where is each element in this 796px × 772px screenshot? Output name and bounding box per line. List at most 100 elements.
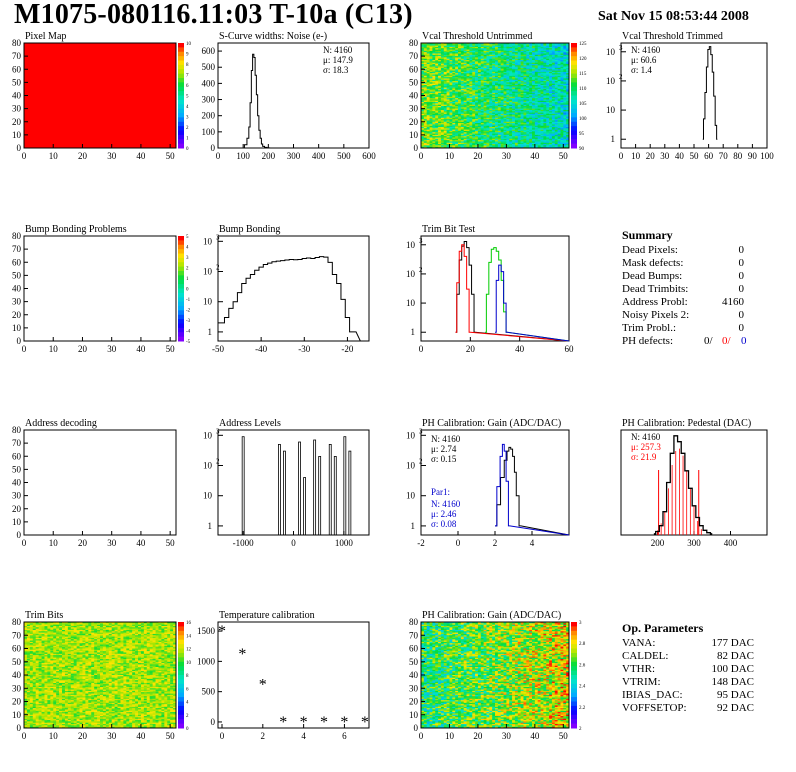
heatmap-cell xyxy=(458,60,462,62)
heatmap-cell xyxy=(449,69,453,71)
heatmap-cell xyxy=(520,43,524,45)
heatmap-cell xyxy=(438,75,442,78)
heatmap-cell xyxy=(506,116,510,119)
heatmap-cell xyxy=(509,111,513,113)
heatmap-cell xyxy=(480,62,484,65)
heatmap-cell xyxy=(469,71,473,74)
heatmap-cell xyxy=(523,64,527,66)
heatmap-cell xyxy=(111,624,115,627)
heatmap-cell xyxy=(489,65,493,67)
colorbar-segment xyxy=(178,143,184,149)
heatmap-cell xyxy=(543,60,547,62)
heatmap-cell xyxy=(503,94,507,96)
x-tick-label: -40 xyxy=(255,344,267,354)
heatmap-cell xyxy=(449,119,453,121)
heatmap-cell xyxy=(489,144,493,146)
heatmap-cell xyxy=(472,49,476,52)
heatmap-cell xyxy=(554,100,558,103)
heatmap-cell xyxy=(526,104,530,107)
heatmap-cell xyxy=(443,100,447,103)
heatmap-cell xyxy=(143,629,148,632)
heatmap-cell xyxy=(138,629,142,632)
heatmap-cell xyxy=(126,625,130,628)
heatmap-cell xyxy=(560,109,564,112)
heatmap-cell xyxy=(523,43,527,45)
heatmap-cell xyxy=(563,134,567,137)
heatmap-cell xyxy=(32,623,36,625)
heatmap-cell xyxy=(560,144,564,146)
heatmap-cell xyxy=(438,86,442,88)
heatmap-cell xyxy=(432,117,436,120)
heatmap-cell xyxy=(492,145,496,147)
colorbar-label: -3 xyxy=(186,319,191,324)
heatmap-cell xyxy=(458,109,462,112)
heatmap-cell xyxy=(520,91,524,94)
pedestal-histogram xyxy=(653,435,713,535)
heatmap-cell xyxy=(466,44,470,46)
heatmap-cell xyxy=(534,67,538,70)
heatmap-cell xyxy=(514,46,519,49)
heatmap-cell xyxy=(537,86,541,88)
heatmap-cell xyxy=(497,138,501,141)
heatmap-cell xyxy=(452,90,456,92)
heatmap-cell xyxy=(503,73,507,75)
heatmap-cell xyxy=(455,87,459,90)
ph-gain-stat: μ: 2.74 xyxy=(431,444,457,454)
colorbar-segment xyxy=(571,91,577,96)
heatmap-cell xyxy=(460,125,464,128)
heatmap-cell xyxy=(421,100,425,103)
x-tick-label: 40 xyxy=(136,538,146,548)
heatmap-cell xyxy=(537,123,541,125)
heatmap-cell xyxy=(497,88,501,91)
heatmap-cell xyxy=(455,98,459,100)
heatmap-cell xyxy=(423,92,427,95)
heatmap-cell xyxy=(520,142,524,145)
heatmap-cell xyxy=(140,628,145,631)
heatmap-cell xyxy=(532,119,536,121)
heatmap-cell xyxy=(41,624,45,627)
heatmap-cell xyxy=(512,56,516,58)
heatmap-cell xyxy=(489,62,493,65)
heatmap-cell xyxy=(85,631,89,633)
heatmap-cell xyxy=(546,83,550,86)
heatmap-cell xyxy=(59,625,63,628)
heatmap-cell xyxy=(486,54,490,57)
heatmap-cell xyxy=(500,91,504,94)
heatmap-cell xyxy=(517,78,521,81)
heatmap-cell xyxy=(173,627,177,629)
heatmap-cell xyxy=(53,624,57,627)
heatmap-cell xyxy=(546,45,550,48)
heatmap-cell xyxy=(517,125,521,128)
heatmap-cell xyxy=(455,61,459,63)
heatmap-cell xyxy=(497,109,501,112)
heatmap-cell xyxy=(438,45,442,48)
heatmap-cell xyxy=(543,132,547,134)
heatmap-cell xyxy=(543,94,547,96)
heatmap-cell xyxy=(523,66,527,69)
heatmap-cell xyxy=(520,117,524,120)
heatmap-cell xyxy=(557,48,561,50)
heatmap-cell xyxy=(489,99,493,102)
heatmap-cell xyxy=(475,124,479,126)
heatmap-cell xyxy=(477,115,482,117)
heatmap-cell xyxy=(446,50,450,53)
heatmap-cell xyxy=(563,70,567,73)
heatmap-cell xyxy=(506,50,510,53)
heatmap-cell xyxy=(475,64,479,66)
heatmap-cell xyxy=(532,61,536,63)
heatmap-cell xyxy=(557,113,561,116)
heatmap-cell xyxy=(426,141,430,144)
x-tick-label: 30 xyxy=(107,151,117,161)
heatmap-cell xyxy=(551,85,556,87)
heatmap-cell xyxy=(514,75,519,78)
heatmap-cell xyxy=(532,67,536,70)
heatmap-cell xyxy=(546,98,550,100)
heatmap-cell xyxy=(483,43,487,45)
heatmap-cell xyxy=(452,49,456,52)
heatmap-cell xyxy=(435,140,439,142)
heatmap-cell xyxy=(432,77,436,79)
y-tick-label: 40 xyxy=(12,478,22,488)
heatmap-cell xyxy=(520,53,524,56)
heatmap-cell xyxy=(429,91,433,94)
heatmap-cell xyxy=(509,133,513,136)
